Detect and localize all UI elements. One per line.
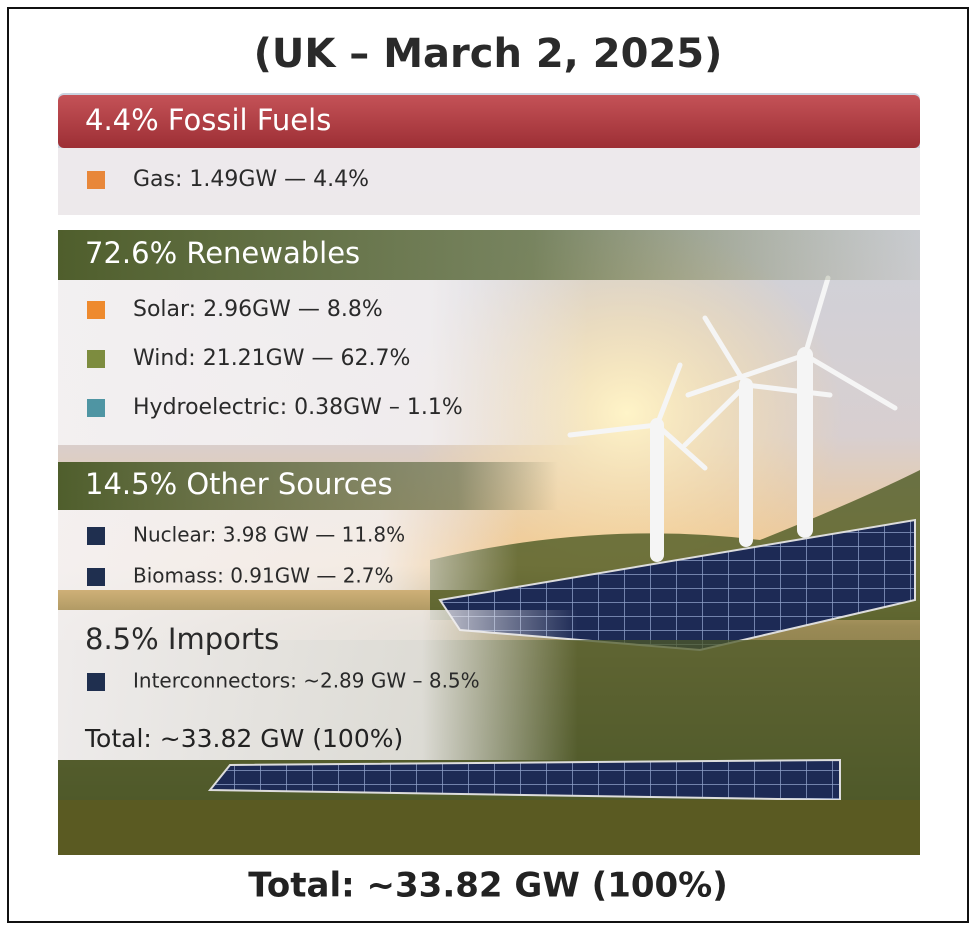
item: Solar: 2.96GW — 8.8% xyxy=(133,297,383,322)
imports-body xyxy=(58,610,578,760)
item: Nuclear: 3.98 GW — 11.8% xyxy=(133,523,405,547)
section-header: 4.4% Fossil Fuels xyxy=(85,103,331,137)
panel-total: Total: ~33.82 GW (100%) xyxy=(84,724,403,753)
section-header: 14.5% Other Sources xyxy=(85,467,393,501)
swatch xyxy=(87,527,105,545)
other-band xyxy=(58,462,558,510)
swatch xyxy=(87,301,105,319)
swatch xyxy=(87,673,105,691)
fossil-body xyxy=(58,148,920,215)
swatch xyxy=(87,171,105,189)
footer-total: Total: ~33.82 GW (100%) xyxy=(248,866,728,906)
section-header: 8.5% Imports xyxy=(85,622,279,656)
swatch xyxy=(87,568,105,586)
item: Biomass: 0.91GW — 2.7% xyxy=(133,564,394,588)
title: (UK – March 2, 2025) xyxy=(254,31,723,77)
renew-body xyxy=(58,280,588,445)
item: Interconnectors: ~2.89 GW – 8.5% xyxy=(133,669,480,693)
item: Gas: 1.49GW — 4.4% xyxy=(133,167,369,192)
renew-band xyxy=(58,230,920,280)
item: Wind: 21.21GW — 62.7% xyxy=(133,346,410,371)
gap xyxy=(58,215,920,230)
other-body xyxy=(58,510,518,590)
swatch xyxy=(87,399,105,417)
swatch xyxy=(87,350,105,368)
item: Hydroelectric: 0.38GW – 1.1% xyxy=(133,395,463,420)
fossil-band xyxy=(58,95,920,148)
content: 4.4% Fossil Fuels Gas: 1.49GW — 4.4% 72.6%… xyxy=(85,103,480,693)
section-header: 72.6% Renewables xyxy=(85,236,360,270)
